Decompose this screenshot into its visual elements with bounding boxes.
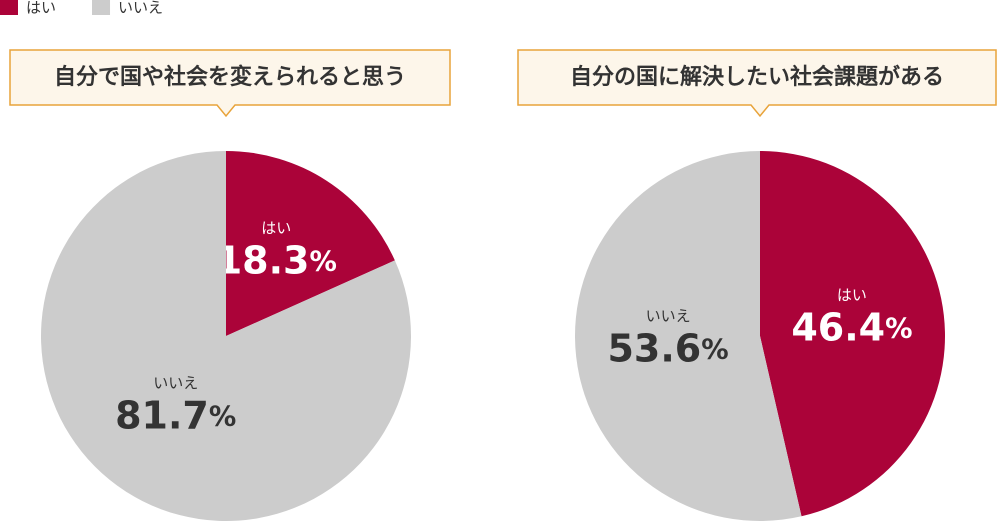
pie-slice bbox=[575, 151, 802, 521]
legend-label: いいえ bbox=[118, 0, 163, 17]
slice-category: はい bbox=[837, 286, 867, 304]
slice-value: 46.4% bbox=[791, 305, 912, 349]
legend-label: はい bbox=[26, 0, 56, 17]
title-box bbox=[9, 49, 451, 118]
pie-slice bbox=[40, 151, 411, 521]
slice-category: いいえ bbox=[153, 374, 198, 392]
chart-title: 自分で国や社会を変えられると思う bbox=[54, 64, 406, 90]
legend-swatch bbox=[0, 0, 18, 15]
slice-value: 53.6% bbox=[607, 326, 728, 370]
pie-slice bbox=[760, 151, 945, 517]
slice-category: はい bbox=[261, 219, 291, 237]
slice-category: いいえ bbox=[646, 307, 691, 325]
chart-title: 自分の国に解決したい社会課題がある bbox=[570, 64, 944, 90]
legend-swatch bbox=[92, 0, 111, 15]
title-box bbox=[517, 49, 997, 118]
slice-value: 18.3% bbox=[216, 238, 337, 282]
slice-value: 81.7% bbox=[115, 393, 236, 437]
pie-slice bbox=[226, 151, 395, 336]
